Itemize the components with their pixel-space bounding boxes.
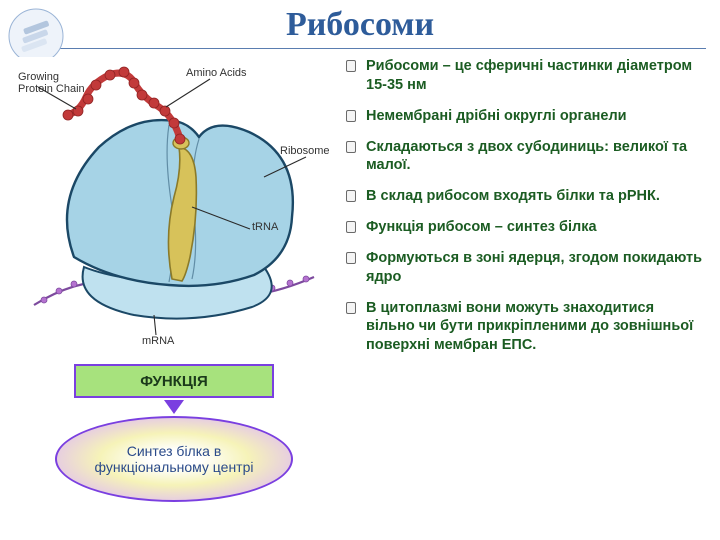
label-amino-acids: Amino Acids	[186, 67, 247, 79]
label-trna: tRNA	[252, 221, 278, 233]
label-mrna: mRNA	[142, 335, 174, 347]
function-box: ФУНКЦІЯ	[74, 364, 274, 398]
function-ellipse-text: Синтез білка в функціональному центрі	[75, 443, 273, 475]
function-arrow-wrap	[14, 398, 334, 416]
list-item: Рибосоми – це сферичні частинки діаметро…	[344, 57, 706, 95]
list-item: Складаються з двох субодиниць: великої т…	[344, 138, 706, 176]
down-arrow-icon	[164, 400, 184, 414]
list-item: Функція рибосом – синтез білка	[344, 218, 706, 237]
bullet-text: Формуються в зоні ядерця, згодом покидаю…	[366, 250, 702, 285]
left-column: Growing Protein Chain Amino Acids Riboso…	[14, 57, 334, 502]
corner-decoration-icon	[8, 8, 64, 64]
content-area: Growing Protein Chain Amino Acids Riboso…	[0, 49, 720, 502]
list-item: Немембрані дрібні округлі органели	[344, 107, 706, 126]
bullet-list: Рибосоми – це сферичні частинки діаметро…	[344, 57, 706, 355]
list-item: В склад рибосом входять білки та рРНК.	[344, 187, 706, 206]
slide-header: Рибосоми	[0, 0, 720, 44]
label-ribosome: Ribosome	[280, 145, 330, 157]
slide-title: Рибосоми	[286, 6, 434, 44]
right-column: Рибосоми – це сферичні частинки діаметро…	[334, 57, 706, 502]
bullet-text: В цитоплазмі вони можуть знаходитися віл…	[366, 300, 693, 354]
label-growing-chain: Growing Protein Chain	[18, 71, 85, 95]
bullet-text: Немембрані дрібні округлі органели	[366, 108, 627, 124]
ribosome-diagram: Growing Protein Chain Amino Acids Riboso…	[14, 57, 334, 352]
list-item: Формуються в зоні ядерця, згодом покидаю…	[344, 249, 706, 287]
function-box-label: ФУНКЦІЯ	[140, 373, 207, 390]
bullet-text: В склад рибосом входять білки та рРНК.	[366, 188, 660, 204]
bullet-text: Функція рибосом – синтез білка	[366, 219, 597, 235]
list-item: В цитоплазмі вони можуть знаходитися віл…	[344, 299, 706, 356]
bullet-text: Рибосоми – це сферичні частинки діаметро…	[366, 58, 692, 93]
bullet-text: Складаються з двох субодиниць: великої т…	[366, 139, 687, 174]
function-ellipse: Синтез білка в функціональному центрі	[55, 416, 293, 502]
